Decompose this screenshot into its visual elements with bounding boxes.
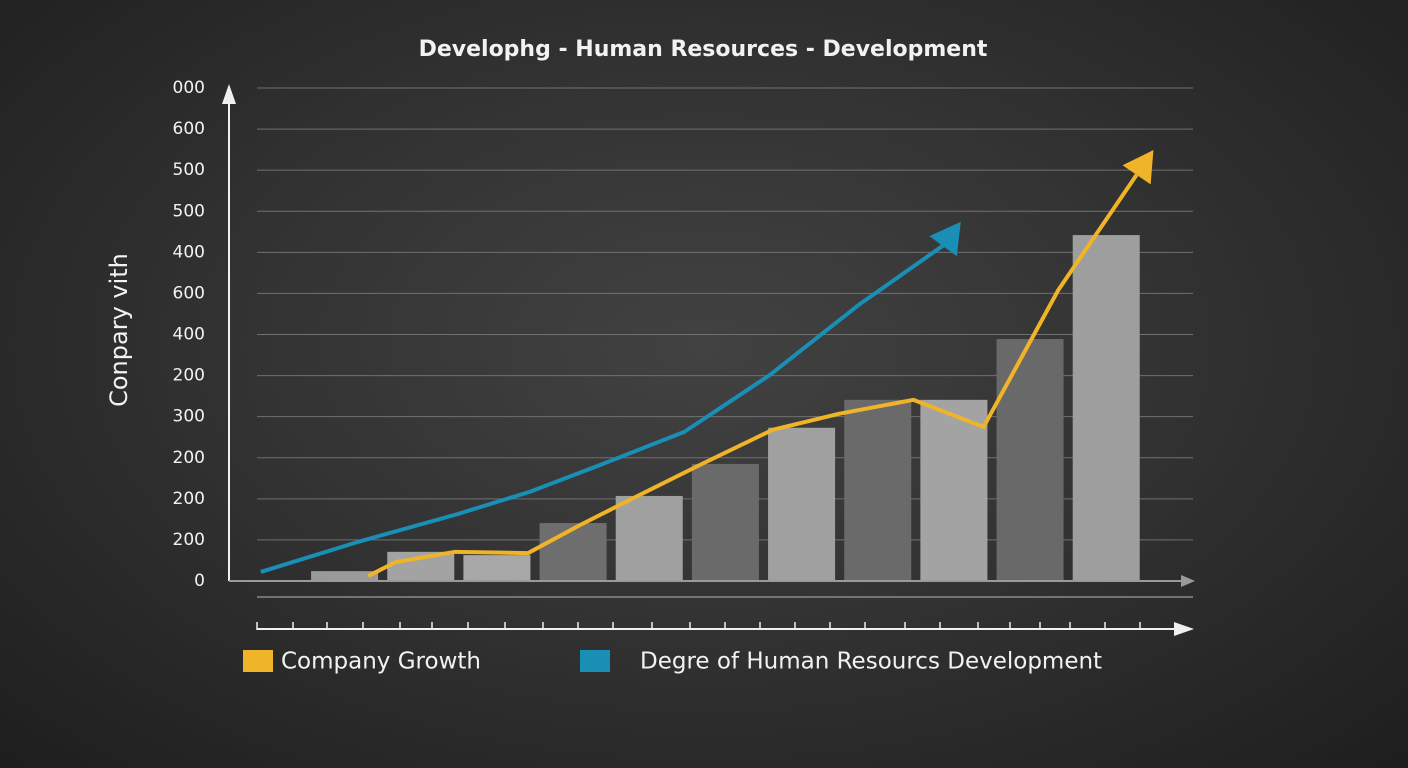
arrow-head <box>929 221 961 257</box>
x-axis-arrow <box>1174 622 1194 636</box>
x-ticks <box>256 622 1141 630</box>
bars <box>311 235 1140 581</box>
arrow-head <box>1122 150 1154 185</box>
y-tick-label: 200 <box>173 530 205 550</box>
y-tick-label: 600 <box>173 119 205 139</box>
y-tick-label: 200 <box>173 366 205 386</box>
y-tick-label: 500 <box>173 201 205 221</box>
bar <box>311 571 379 581</box>
legend-label: Company Growth <box>281 649 481 675</box>
bar <box>539 523 607 581</box>
y-tick-label: 500 <box>173 160 205 180</box>
line <box>367 173 1139 578</box>
bar <box>1072 235 1140 581</box>
y-tick-label: 200 <box>173 448 205 468</box>
lines <box>260 150 1154 578</box>
legend-swatch <box>243 650 273 672</box>
y-tick-label: 400 <box>173 325 205 345</box>
y-tick-label: 0 <box>194 571 205 591</box>
grid: 0 200 200 200 300 200 400 600 400 500 500 600 000 <box>173 78 1193 591</box>
legend-label: Degre of Human Resourcs Development <box>640 649 1102 675</box>
y-tick-label: 300 <box>173 407 205 427</box>
bar <box>920 399 988 581</box>
y-axis-arrow <box>222 84 236 104</box>
bar <box>844 399 912 581</box>
legend: Company Growth Degre of Human Resourcs De… <box>243 649 1102 675</box>
x-axis-arrow <box>1181 575 1195 587</box>
chart-title: Develophg - Human Resources - Developmen… <box>419 37 988 62</box>
y-tick-label: 000 <box>173 78 205 98</box>
bar <box>996 339 1064 581</box>
y-tick-label: 600 <box>173 283 205 303</box>
y-axis-label: Conpary vith <box>105 253 133 407</box>
bar <box>691 463 759 581</box>
bar <box>463 555 531 581</box>
bar <box>768 427 836 581</box>
legend-swatch <box>580 650 610 672</box>
y-tick-label: 200 <box>173 489 205 509</box>
y-tick-label: 400 <box>173 242 205 262</box>
line <box>260 242 946 574</box>
bar <box>615 495 683 581</box>
